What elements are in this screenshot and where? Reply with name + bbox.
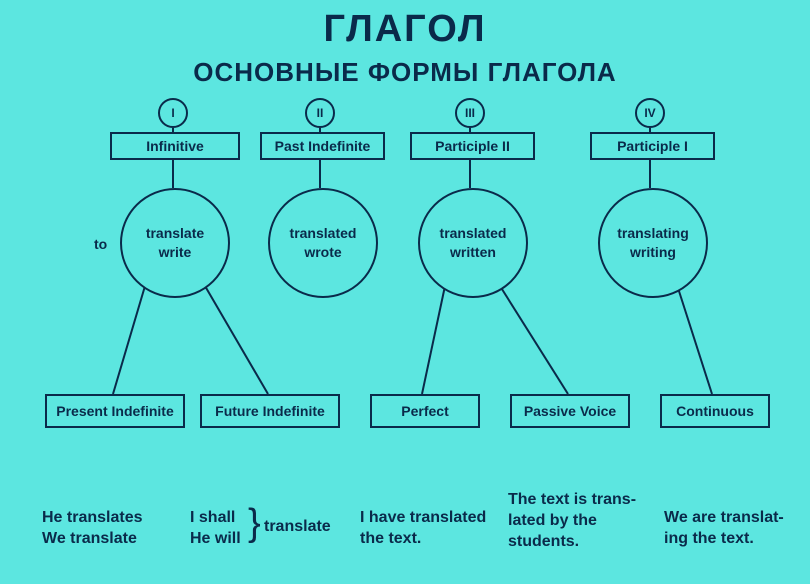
box-future-indefinite: Future Indefinite: [200, 394, 340, 428]
ex-line: He will: [190, 530, 241, 547]
ex-line: We translate: [42, 530, 137, 547]
example-present: He translates We translate: [42, 508, 143, 550]
circle-line1: translate: [146, 224, 204, 243]
to-label: to: [94, 236, 107, 252]
verb-forms-diagram: to I Infinitive translate write Present …: [0, 96, 810, 456]
circle-line1: translated: [440, 224, 507, 243]
circle-line2: writing: [630, 243, 676, 262]
page-title: ГЛАГОЛ: [0, 0, 810, 51]
circle-participle-i: translating writing: [598, 188, 708, 298]
roman-i: I: [158, 98, 188, 128]
roman-iv: IV: [635, 98, 665, 128]
example-future-subj: I shall He will: [190, 508, 241, 550]
box-continuous: Continuous: [660, 394, 770, 428]
circle-infinitive: translate write: [120, 188, 230, 298]
header-participle-ii: Participle II: [410, 132, 535, 160]
header-infinitive: Infinitive: [110, 132, 240, 160]
roman-ii: II: [305, 98, 335, 128]
header-participle-i: Participle I: [590, 132, 715, 160]
circle-line2: write: [159, 243, 192, 262]
header-past-indefinite: Past Indefinite: [260, 132, 385, 160]
box-perfect: Perfect: [370, 394, 480, 428]
circle-line2: wrote: [304, 243, 341, 262]
circle-participle-ii: translated written: [418, 188, 528, 298]
circle-line1: translating: [617, 224, 689, 243]
box-passive-voice: Passive Voice: [510, 394, 630, 428]
box-present-indefinite: Present Indefinite: [45, 394, 185, 428]
circle-line2: written: [450, 243, 496, 262]
ex-line: I shall: [190, 509, 235, 526]
example-future-verb: translate: [264, 517, 331, 538]
example-passive: The text is trans- lated by the students…: [508, 490, 636, 552]
page-subtitle: ОСНОВНЫЕ ФОРМЫ ГЛАГОЛА: [0, 57, 810, 88]
examples-row: He translates We translate I shall He wi…: [0, 490, 810, 580]
example-perfect: I have translated the text.: [360, 508, 486, 550]
circle-line1: translated: [290, 224, 357, 243]
bracket-icon: }: [248, 502, 261, 545]
ex-line: He translates: [42, 509, 143, 526]
example-continuous: We are translat- ing the text.: [664, 508, 784, 550]
roman-iii: III: [455, 98, 485, 128]
circle-past-indefinite: translated wrote: [268, 188, 378, 298]
